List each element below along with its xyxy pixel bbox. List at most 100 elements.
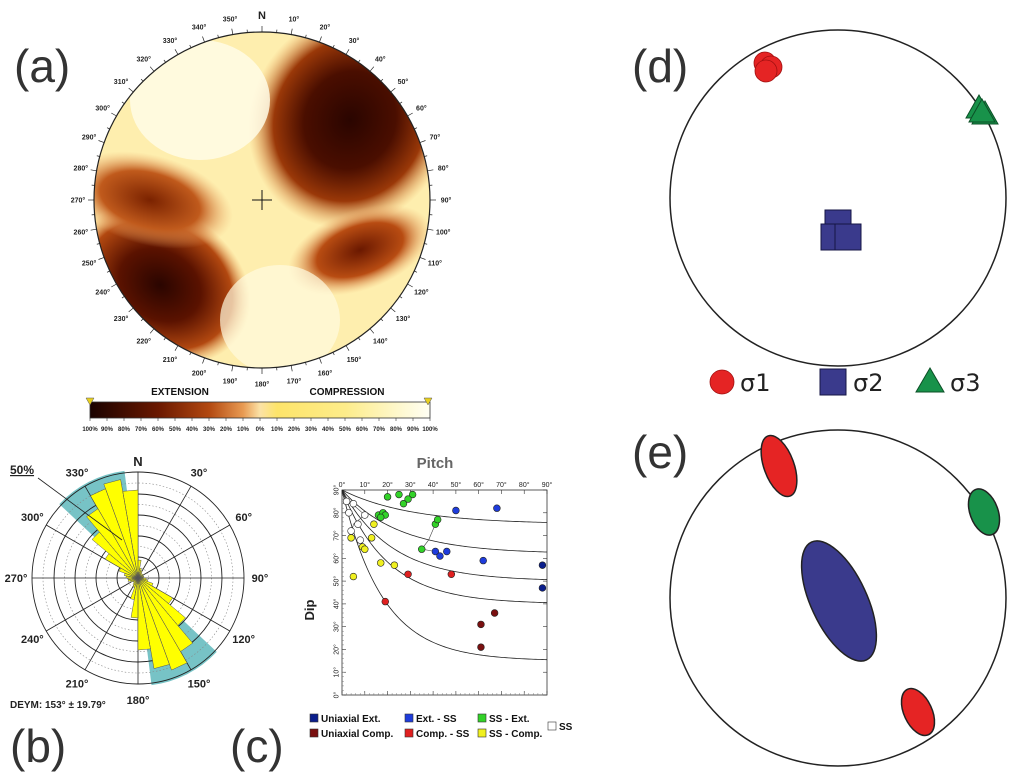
data-point <box>390 561 399 569</box>
data-point <box>431 547 440 556</box>
azimuth-ticks <box>88 26 436 374</box>
legend-label: Comp. - SS <box>416 729 470 740</box>
x-tick-label: 30° <box>405 481 416 489</box>
colorbar-tick: 0% <box>256 427 265 433</box>
legend-label: SS - Comp. <box>489 729 543 740</box>
data-point <box>404 570 412 578</box>
azimuth-label: 140° <box>373 337 388 345</box>
data-point <box>347 534 355 542</box>
colorbar-tick: 90% <box>407 427 420 433</box>
data-point <box>490 609 499 617</box>
legend-circle-icon <box>709 369 735 395</box>
sigma1-ellipse-south <box>900 687 936 737</box>
data-point <box>395 490 403 499</box>
azimuth-label: 280° <box>74 165 89 173</box>
reference-curves <box>342 490 547 661</box>
data-point <box>447 570 456 578</box>
azimuth-label: 50° <box>398 78 409 86</box>
data-point <box>349 499 358 508</box>
legend-swatch <box>547 721 557 731</box>
legend-swatch <box>404 713 414 723</box>
azimuth-label: 20° <box>320 24 331 32</box>
legend-square-icon <box>819 368 847 396</box>
data-point <box>342 497 351 506</box>
data-point <box>377 513 385 522</box>
legend-sigma3: σ3 <box>950 369 980 397</box>
panel-label-e: (e) <box>632 426 688 478</box>
data-point <box>433 515 442 524</box>
panel-label-b: (b) <box>10 720 66 772</box>
sigma1-markers <box>753 51 783 83</box>
colorbar-tick: 60% <box>356 427 369 433</box>
colorbar-left-marker <box>85 397 95 406</box>
azimuth-label: 340° <box>192 24 207 32</box>
azimuth-label: 110° <box>428 259 442 267</box>
azimuth-label: 90° <box>441 197 452 205</box>
sigma1-ellipse-north <box>760 434 798 498</box>
sigma3-markers <box>965 93 999 125</box>
panel-label-c: (c) <box>230 720 284 772</box>
data-point <box>383 493 392 501</box>
data-point <box>356 536 364 544</box>
rose-azimuth-label: 300° <box>21 512 44 524</box>
y-tick-label: 50° <box>333 576 341 587</box>
colorbar-tick: 70% <box>135 427 148 433</box>
sigma2-ellipse <box>800 540 878 662</box>
colorbar-tick: 20% <box>220 427 233 433</box>
azimuth-label: 160° <box>318 369 333 377</box>
azimuth-label: 170° <box>287 378 302 386</box>
data-point <box>347 527 355 535</box>
colorbar-compression-label: COMPRESSION <box>309 387 384 398</box>
azimuth-label: 150° <box>347 356 362 364</box>
y-tick-label: 60° <box>333 553 341 564</box>
chart-title: Pitch <box>417 455 454 472</box>
stereonet-outline-e <box>669 429 1007 767</box>
data-point <box>418 545 426 553</box>
azimuth-label: 270° <box>71 197 86 205</box>
azimuth-label: 30° <box>349 37 360 45</box>
colorbar-extension-label: EXTENSION <box>151 387 209 398</box>
rose-azimuth-label: 270° <box>5 573 28 585</box>
data-point <box>370 520 378 528</box>
north-label-a: N <box>258 10 266 22</box>
azimuth-labels-b: 30° 60° 90° 120° 150° 180° 210° 240° 270° 300° 330… <box>5 467 269 707</box>
y-tick-label: 30° <box>333 621 341 632</box>
scatter-legend: Uniaxial Ext. Ext. - SS SS - Ext. SS Uniaxia… <box>309 713 573 740</box>
panel-b-rose: 30° 60° 90° 120° 150° 180° 210° 240° 270° 300° 330… <box>5 454 269 711</box>
colorbar-tick: 10% <box>237 427 250 433</box>
azimuth-label: 100° <box>436 228 451 236</box>
colorbar-tick: 100% <box>422 427 438 433</box>
azimuth-label: 350° <box>223 15 238 23</box>
data-point <box>443 547 451 556</box>
colorbar-tick: 30% <box>305 427 318 433</box>
stress-field-map <box>94 32 430 368</box>
rose-azimuth-label: 180° <box>127 695 150 707</box>
data-points <box>342 490 547 651</box>
rose-azimuth-label: 330° <box>66 467 89 479</box>
stereonet-outline-d <box>669 29 1007 367</box>
legend-triangle-icon <box>915 367 945 393</box>
colorbar-tick: 60% <box>152 427 165 433</box>
sigma3-ellipse <box>967 488 1001 536</box>
azimuth-label: 240° <box>95 289 110 297</box>
azimuth-label: 310° <box>114 78 129 86</box>
colorbar-tick: 50% <box>169 427 182 433</box>
rose-azimuth-label: 60° <box>235 512 252 524</box>
y-axis-label: Dip <box>302 599 317 620</box>
azimuth-label: 260° <box>74 228 89 236</box>
azimuth-label: 320° <box>136 56 151 64</box>
axis-ticks: 0° 10° 20° 30° 40° 50° 60° 70° 80° 90°0°10°20°30°… <box>333 481 553 698</box>
azimuth-label: 130° <box>396 315 411 323</box>
data-point <box>477 620 485 629</box>
data-point <box>349 572 358 581</box>
rose-summary: DEYM: 153° ± 19.79° <box>10 700 106 711</box>
x-tick-label: 40° <box>428 481 439 489</box>
azimuth-label: 190° <box>223 378 238 386</box>
panel-label-d: (d) <box>632 40 688 92</box>
colorbar-tick-labels: 100% 90% 80% 70% 60% 50% 40% 30% 20% 10% 0% 10% 20% 3… <box>82 418 438 433</box>
azimuth-label: 10° <box>289 15 300 23</box>
azimuth-label: 230° <box>114 315 129 323</box>
y-tick-label: 10° <box>333 667 341 678</box>
legend-swatch <box>309 728 319 738</box>
